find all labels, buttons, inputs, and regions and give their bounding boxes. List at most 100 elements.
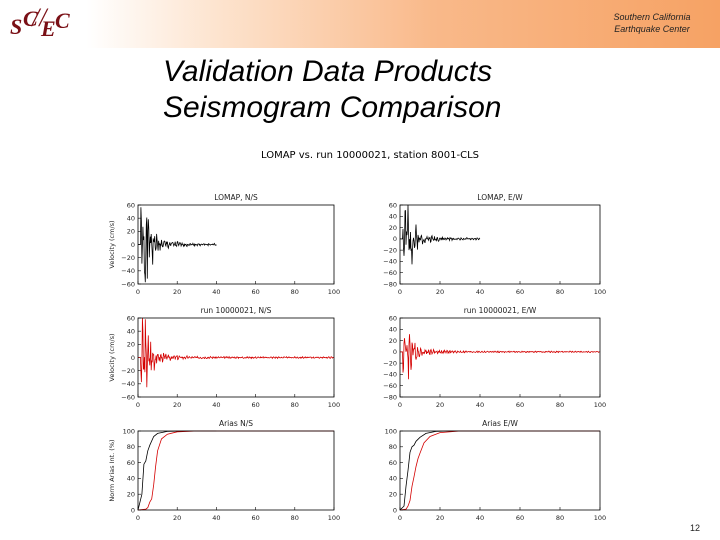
panel-4-xtick-label: 60	[516, 401, 524, 409]
panel-1-ytick-label: −20	[121, 254, 135, 262]
organization-line-1: Southern California	[613, 12, 691, 22]
panel-1-ytick-label: 40	[127, 214, 135, 222]
panel-6-series-1	[399, 430, 480, 511]
page-number: 12	[690, 523, 701, 533]
panel-5-series-2	[137, 430, 334, 511]
panel-3-ytick-label: −40	[121, 380, 135, 388]
panel-2-ytick-label: 0	[393, 235, 397, 243]
panel-3-ytick-label: 60	[127, 314, 135, 322]
panel-3-frame	[137, 317, 335, 398]
panel-1-xtick-label: 80	[291, 288, 299, 296]
panel-2-xtick-label: 80	[556, 288, 564, 296]
header-band	[0, 0, 720, 48]
panel-4-ytick-label: 0	[393, 348, 397, 356]
panel-6-ytick-label: 100	[385, 427, 397, 435]
panel-6-xtick-label: 80	[556, 514, 564, 522]
panel-3-ylabel: Velocity (cm/s)	[108, 333, 116, 381]
logo-letter-c2: C	[55, 8, 70, 33]
organization-line-2: Earthquake Center	[614, 24, 690, 34]
panel-6-ytick-label: 20	[389, 491, 397, 499]
panel-2-ytick-label: −80	[383, 280, 397, 288]
panel-4-ytick-label: 20	[389, 337, 397, 345]
panel-1-xtick-label: 20	[173, 288, 181, 296]
panel-2-frame	[399, 204, 601, 285]
panel-3-title: run 10000021, N/S	[201, 306, 272, 315]
panel-6-xtick-label: 0	[398, 514, 402, 522]
panel-5-xtick-label: 100	[328, 514, 340, 522]
panel-6-series-2	[399, 430, 600, 511]
panel-1-series-1	[138, 207, 217, 283]
panel-4-xtick-label: 100	[594, 401, 606, 409]
panel-2-ytick-label: 40	[389, 213, 397, 221]
panel-1-xtick-label: 0	[136, 288, 140, 296]
panel-6-frame	[399, 430, 601, 511]
panel-5-xtick-label: 0	[136, 514, 140, 522]
panel-4-title: run 10000021, E/W	[464, 306, 537, 315]
logo-letter-e: E	[41, 16, 56, 41]
panel-5-ytick-label: 20	[127, 491, 135, 499]
panel-5-ytick-label: 80	[127, 443, 135, 451]
panel-4-series-1	[400, 334, 601, 380]
panel-1-title: LOMAP, N/S	[214, 193, 258, 202]
panel-3-ytick-label: −20	[121, 367, 135, 375]
panel-3-ytick-label: 0	[131, 354, 135, 362]
panel-3-xtick-label: 40	[212, 401, 220, 409]
panel-1-ytick-label: −40	[121, 267, 135, 275]
panel-1-frame	[137, 204, 335, 285]
panel-3-ytick-label: 20	[127, 341, 135, 349]
panel-4-frame	[399, 317, 601, 398]
panel-2-ytick-label: −40	[383, 258, 397, 266]
panel-5-ytick-label: 60	[127, 459, 135, 467]
panel-3-xtick-label: 60	[251, 401, 259, 409]
logo-slash: //	[32, 3, 47, 32]
slide-title-line-2: Seismogram Comparison	[163, 91, 502, 124]
panel-3-xtick-label: 0	[136, 401, 140, 409]
panel-5-title: Arias N/S	[219, 419, 253, 428]
panel-6-xtick-label: 40	[476, 514, 484, 522]
panel-4-xtick-label: 40	[476, 401, 484, 409]
panel-2-xtick-label: 100	[594, 288, 606, 296]
panel-6-ytick-label: 80	[389, 443, 397, 451]
panel-5-xtick-label: 80	[291, 514, 299, 522]
panel-3-xtick-label: 100	[328, 401, 340, 409]
organization-name: Southern California Earthquake Center	[592, 11, 712, 35]
panel-6-ytick-label: 0	[393, 506, 397, 514]
panel-4-xtick-label: 80	[556, 401, 564, 409]
panel-1-xtick-label: 40	[212, 288, 220, 296]
panel-2-ytick-label: −60	[383, 269, 397, 277]
panel-4-ytick-label: −20	[383, 359, 397, 367]
panel-2-xtick-label: 60	[516, 288, 524, 296]
panel-6-title: Arias E/W	[482, 419, 518, 428]
panel-4-ytick-label: −80	[383, 393, 397, 401]
panel-6-ytick-label: 60	[389, 459, 397, 467]
panel-2-xtick-label: 0	[398, 288, 402, 296]
panel-5-xtick-label: 40	[212, 514, 220, 522]
panel-1-xtick-label: 60	[251, 288, 259, 296]
panel-5-ylabel: Norm Arias Int. (%)	[108, 439, 116, 501]
panel-1-ylabel: Velocity (cm/s)	[108, 220, 116, 268]
panel-4-ytick-label: 60	[389, 314, 397, 322]
panel-5-ytick-label: 100	[123, 427, 135, 435]
panel-3-xtick-label: 80	[291, 401, 299, 409]
panel-2-ytick-label: −20	[383, 246, 397, 254]
panel-4-xtick-label: 0	[398, 401, 402, 409]
logo-letter-s: S	[10, 14, 23, 39]
panel-2-title: LOMAP, E/W	[477, 193, 523, 202]
panel-6-xtick-label: 60	[516, 514, 524, 522]
panel-2-series-1	[400, 204, 481, 265]
panel-6-xtick-label: 20	[436, 514, 444, 522]
panel-3-series-1	[138, 317, 335, 388]
panel-5-ytick-label: 0	[131, 506, 135, 514]
panel-5-xtick-label: 60	[251, 514, 259, 522]
panel-5-ytick-label: 40	[127, 475, 135, 483]
panel-1-ytick-label: 60	[127, 201, 135, 209]
panel-5-xtick-label: 20	[173, 514, 181, 522]
panel-3-ytick-label: 40	[127, 327, 135, 335]
panel-6-ytick-label: 40	[389, 475, 397, 483]
panel-1-xtick-label: 100	[328, 288, 340, 296]
panel-3-ytick-label: −60	[121, 393, 135, 401]
panel-2-xtick-label: 40	[476, 288, 484, 296]
figure-suptitle: LOMAP vs. run 10000021, station 8001-CLS	[261, 150, 479, 161]
panel-4-ytick-label: −40	[383, 371, 397, 379]
